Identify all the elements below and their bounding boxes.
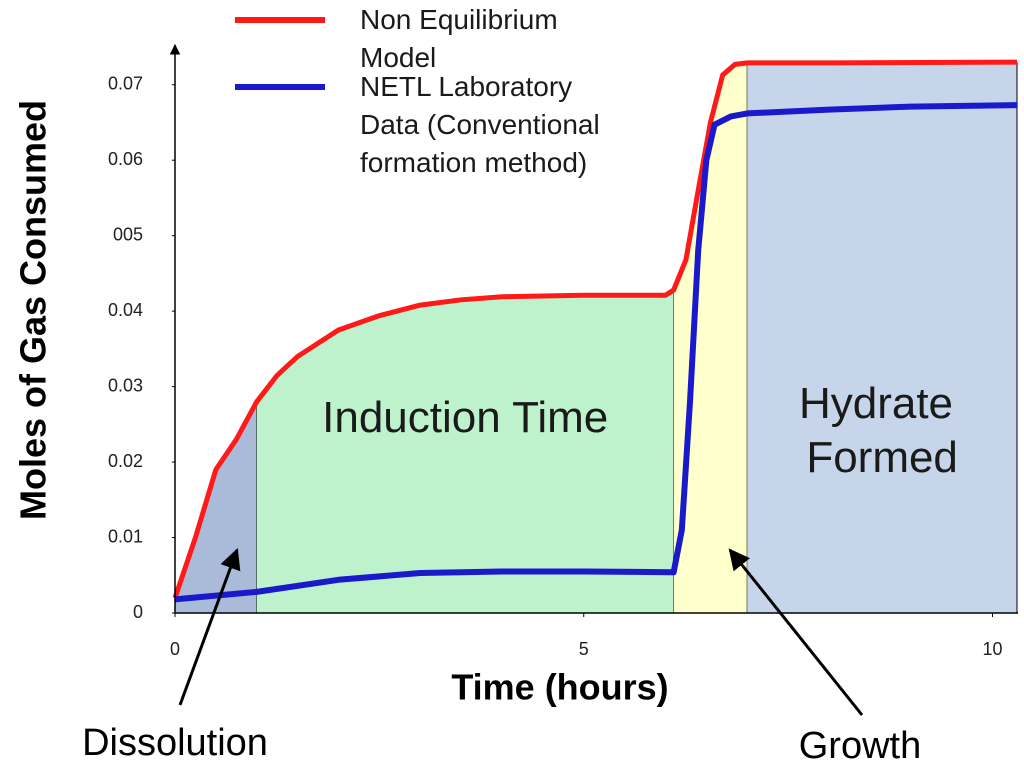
y-tick-label: 0.06 — [108, 149, 143, 169]
lines — [172, 59, 1018, 603]
y-tick-label: 0.04 — [108, 300, 143, 320]
line — [172, 59, 1018, 599]
arrow — [728, 548, 864, 716]
y-tick-label: 0.03 — [108, 375, 143, 395]
y-tick-label: 0.02 — [108, 451, 143, 471]
y-tick-label: 0.07 — [108, 73, 143, 93]
region-label: Hydrate Formed — [799, 379, 965, 482]
legend-label: NETL Laboratory Data (Conventional forma… — [360, 71, 607, 178]
x-axis-label: Time (hours) — [451, 667, 668, 708]
annotation: Dissolution — [82, 722, 268, 764]
y-tick-label: 0.01 — [108, 526, 143, 546]
x-tick-label: 10 — [982, 639, 1002, 659]
region — [747, 62, 1017, 614]
region — [256, 290, 674, 613]
arrow — [178, 548, 241, 706]
x-tick-label: 0 — [170, 639, 180, 659]
line — [174, 102, 1018, 603]
y-tick-label: 005 — [113, 224, 143, 244]
y-axis-label: Moles of Gas Consumed — [13, 100, 54, 520]
legend-label: Non Equilibrium Model — [360, 4, 565, 73]
region-label: Induction Time — [322, 393, 608, 442]
regions — [175, 62, 1018, 614]
annotation: Growth — [799, 725, 921, 767]
region — [175, 401, 257, 613]
y-tick-label: 0 — [133, 602, 143, 622]
region — [673, 62, 748, 613]
x-tick-label: 5 — [579, 639, 589, 659]
